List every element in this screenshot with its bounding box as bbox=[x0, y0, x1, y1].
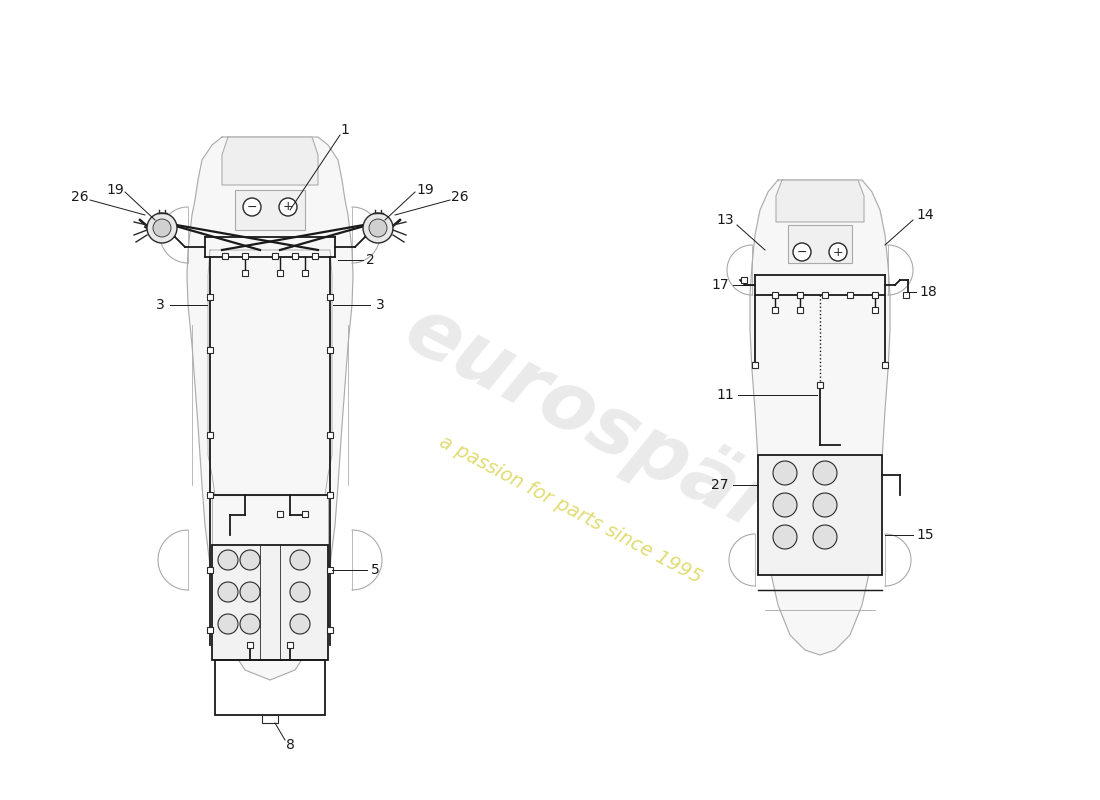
Bar bbox=[872, 307, 878, 313]
Polygon shape bbox=[222, 137, 318, 185]
Text: 8: 8 bbox=[286, 738, 295, 752]
Text: 11: 11 bbox=[716, 388, 734, 402]
Bar bbox=[242, 270, 248, 276]
Bar bbox=[302, 511, 308, 517]
Circle shape bbox=[773, 525, 798, 549]
Bar bbox=[903, 292, 909, 298]
Polygon shape bbox=[187, 137, 353, 680]
Bar bbox=[327, 432, 333, 438]
Bar bbox=[752, 362, 758, 368]
Bar bbox=[758, 455, 882, 575]
Bar bbox=[242, 253, 248, 259]
Text: −: − bbox=[796, 246, 807, 258]
Circle shape bbox=[829, 243, 847, 261]
Circle shape bbox=[240, 582, 260, 602]
Text: 26: 26 bbox=[451, 190, 469, 204]
Text: 14: 14 bbox=[916, 208, 934, 222]
Circle shape bbox=[290, 550, 310, 570]
Bar bbox=[212, 545, 328, 660]
Circle shape bbox=[218, 550, 238, 570]
Bar bbox=[292, 253, 298, 259]
Text: a passion for parts since 1995: a passion for parts since 1995 bbox=[436, 433, 704, 587]
Circle shape bbox=[240, 614, 260, 634]
Circle shape bbox=[368, 219, 387, 237]
Bar bbox=[207, 294, 213, 300]
Bar bbox=[262, 715, 278, 723]
Text: 19: 19 bbox=[106, 183, 124, 197]
Text: +: + bbox=[283, 201, 294, 214]
Circle shape bbox=[218, 614, 238, 634]
Text: 3: 3 bbox=[375, 298, 384, 312]
Circle shape bbox=[279, 198, 297, 216]
Bar bbox=[772, 292, 778, 298]
Text: 19: 19 bbox=[416, 183, 433, 197]
Circle shape bbox=[240, 550, 260, 570]
Bar bbox=[272, 253, 278, 259]
Text: 18: 18 bbox=[920, 285, 937, 299]
Circle shape bbox=[793, 243, 811, 261]
Bar bbox=[327, 627, 333, 633]
Bar bbox=[882, 362, 888, 368]
Text: −: − bbox=[246, 201, 257, 214]
Bar bbox=[847, 292, 852, 298]
Bar bbox=[327, 347, 333, 353]
Bar bbox=[207, 492, 213, 498]
Circle shape bbox=[813, 461, 837, 485]
Text: 2: 2 bbox=[365, 253, 374, 267]
Circle shape bbox=[813, 525, 837, 549]
Text: 3: 3 bbox=[155, 298, 164, 312]
Bar bbox=[772, 307, 778, 313]
Bar bbox=[788, 225, 853, 263]
Bar bbox=[817, 382, 823, 388]
Circle shape bbox=[813, 493, 837, 517]
Bar bbox=[248, 642, 253, 648]
Circle shape bbox=[290, 614, 310, 634]
Text: 27: 27 bbox=[712, 478, 728, 492]
Bar bbox=[207, 347, 213, 353]
Bar bbox=[207, 627, 213, 633]
Bar bbox=[277, 511, 283, 517]
Bar bbox=[798, 307, 803, 313]
Bar bbox=[822, 292, 828, 298]
Bar bbox=[872, 292, 878, 298]
Circle shape bbox=[218, 582, 238, 602]
Text: 26: 26 bbox=[72, 190, 89, 204]
Circle shape bbox=[773, 493, 798, 517]
Bar bbox=[741, 277, 747, 283]
Text: 5: 5 bbox=[371, 563, 380, 577]
Bar bbox=[312, 253, 318, 259]
Circle shape bbox=[153, 219, 170, 237]
Circle shape bbox=[773, 461, 798, 485]
Bar bbox=[277, 270, 283, 276]
Bar bbox=[287, 642, 293, 648]
Bar bbox=[207, 432, 213, 438]
Text: 13: 13 bbox=[716, 213, 734, 227]
Text: eurospärs: eurospärs bbox=[390, 288, 829, 572]
Bar bbox=[302, 270, 308, 276]
Bar bbox=[235, 190, 305, 230]
Bar bbox=[327, 294, 333, 300]
Bar bbox=[798, 292, 803, 298]
Bar bbox=[207, 567, 213, 573]
Text: 1: 1 bbox=[341, 123, 350, 137]
Circle shape bbox=[147, 213, 177, 243]
Text: +: + bbox=[833, 246, 844, 258]
Circle shape bbox=[243, 198, 261, 216]
Text: 15: 15 bbox=[916, 528, 934, 542]
Bar bbox=[327, 567, 333, 573]
Text: 17: 17 bbox=[712, 278, 729, 292]
Circle shape bbox=[290, 582, 310, 602]
Bar bbox=[214, 660, 324, 715]
Circle shape bbox=[363, 213, 393, 243]
Bar bbox=[327, 492, 333, 498]
Polygon shape bbox=[776, 180, 864, 222]
Bar bbox=[222, 253, 228, 259]
Polygon shape bbox=[750, 180, 890, 655]
